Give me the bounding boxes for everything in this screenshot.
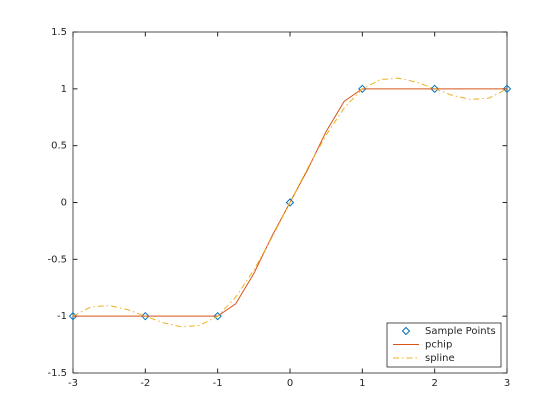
legend-box [386,322,502,368]
marker [141,311,150,321]
x-tick-label: -2 [140,378,150,389]
y-tick-label: -1.5 [47,368,67,379]
marker [502,84,512,94]
x-tick-label: 0 [287,378,293,389]
series-line [72,77,508,328]
x-tick-label: 1 [359,378,365,389]
legend-label: pchip [425,340,452,351]
legend-marker [401,326,411,336]
y-tick-label: 1.5 [51,27,67,38]
y-tick-label: -0.5 [47,254,67,265]
marker [358,84,367,94]
legend-label: Sample Points [425,326,496,337]
y-tick-label: 1 [61,84,67,95]
x-tick-label: -3 [68,378,78,389]
y-tick-label: 0.5 [51,141,67,152]
x-tick-label: -1 [213,378,223,389]
axes-box [72,31,508,374]
x-tick-label: 2 [431,378,437,389]
marker [430,84,439,94]
y-tick-label: -1 [57,311,67,322]
y-tick-label: 0 [61,198,67,209]
legend-label: spline [425,353,455,364]
marker [285,198,295,207]
x-tick-label: 3 [504,378,510,389]
